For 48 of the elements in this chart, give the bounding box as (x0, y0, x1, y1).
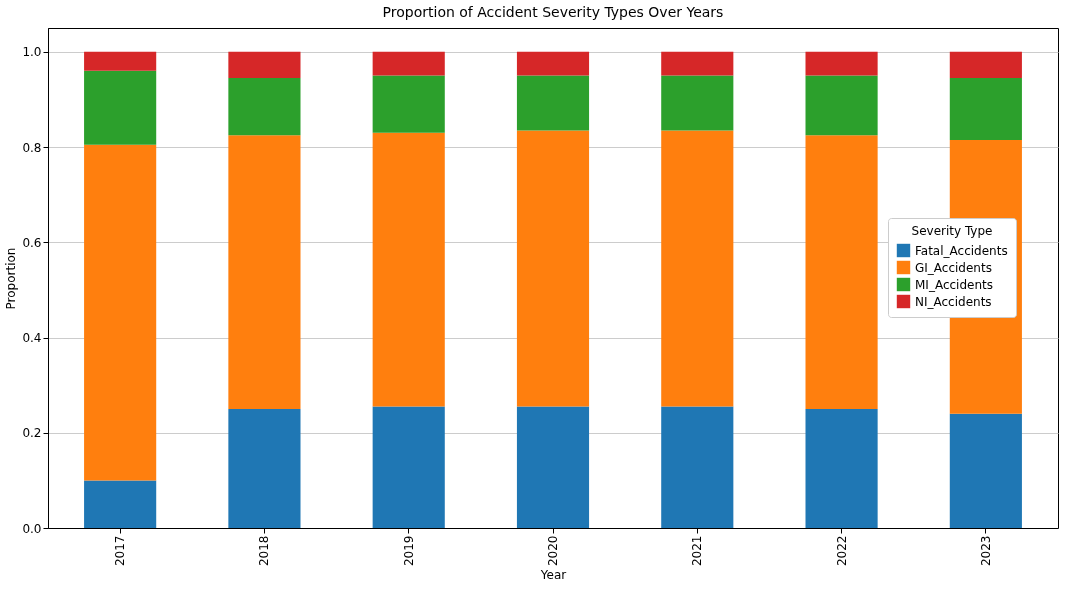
bar (228, 51, 301, 78)
x-tick-label: 2019 (401, 535, 416, 567)
legend-title: Severity Type (911, 224, 993, 238)
y-tick-label: 0.0 (22, 521, 42, 536)
bar (372, 75, 445, 133)
y-tick-label: 1.0 (22, 45, 42, 60)
x-tick-label: 2018 (257, 535, 272, 567)
bar (805, 135, 878, 409)
bar (228, 78, 301, 136)
y-tick-label: 0.6 (22, 235, 42, 250)
bar (949, 78, 1022, 140)
bar (516, 51, 590, 76)
bar (661, 406, 734, 528)
bar (84, 144, 157, 481)
legend-label: MI_Accidents (915, 277, 993, 292)
legend-label: GI_Accidents (915, 260, 992, 275)
x-tick-label: 2021 (690, 535, 705, 567)
bar (372, 132, 445, 407)
bar (949, 413, 1022, 528)
legend-label: Fatal_Accidents (915, 243, 1008, 258)
bar (228, 408, 301, 528)
chart-title: Proportion of Accident Severity Types Over Years (382, 4, 724, 20)
bar (372, 406, 445, 528)
bar (516, 406, 590, 528)
bar (805, 408, 878, 528)
bar (805, 75, 878, 136)
bar (84, 480, 157, 528)
bar (805, 51, 878, 76)
bar (372, 51, 445, 76)
x-tick-label: 2020 (546, 535, 560, 567)
x-tick-label: 2023 (978, 535, 993, 567)
bar (516, 130, 590, 407)
legend-label: NI_Accidents (915, 294, 992, 309)
bar (949, 51, 1022, 78)
bar (228, 135, 301, 409)
bar (661, 75, 734, 131)
bar (84, 70, 157, 145)
bar (516, 75, 590, 131)
bar (84, 51, 157, 71)
y-tick-label: 0.8 (22, 140, 42, 155)
y-tick-label: 0.2 (22, 426, 42, 441)
x-axis-title: Year (539, 568, 567, 583)
bar (661, 51, 734, 76)
x-tick-label: 2017 (113, 535, 128, 567)
bar (661, 130, 734, 407)
y-tick-label: 0.4 (22, 331, 42, 346)
y-axis-title: Proportion (4, 247, 19, 310)
x-tick-label: 2022 (834, 535, 849, 567)
